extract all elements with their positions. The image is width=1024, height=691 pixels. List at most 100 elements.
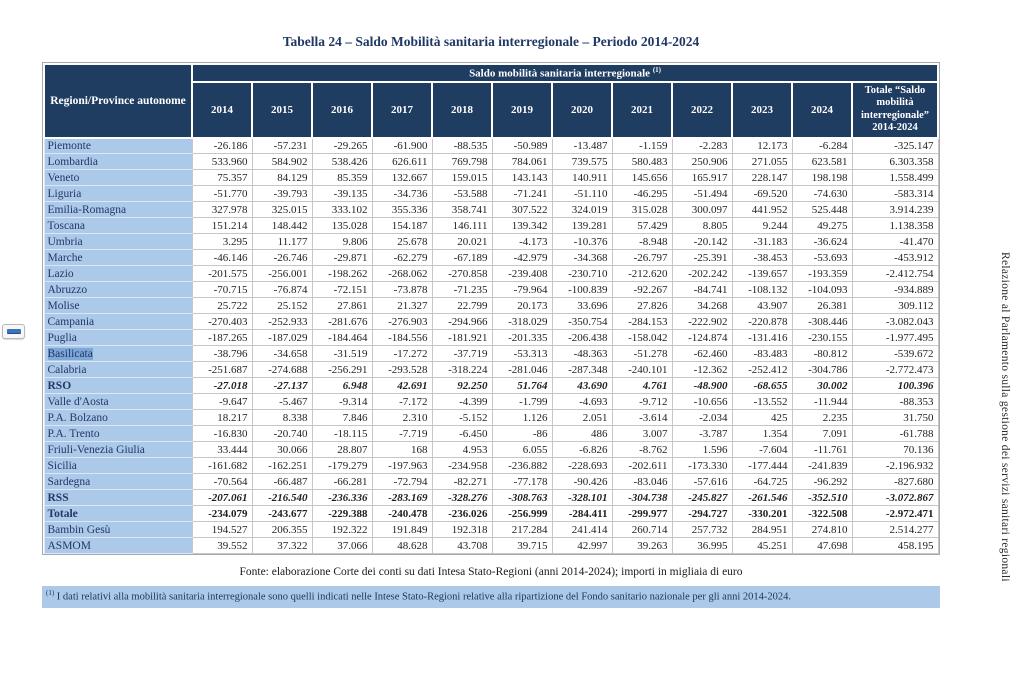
value-cell: -131.416 <box>731 329 793 347</box>
value-cell: 43.708 <box>431 537 493 555</box>
region-cell: Abruzzo <box>43 281 193 299</box>
value-cell: -124.874 <box>671 329 733 347</box>
region-cell: Molise <box>43 297 193 315</box>
value-cell: 47.698 <box>791 537 853 555</box>
region-cell: Puglia <box>43 329 193 347</box>
region-cell: Veneto <box>43 169 193 187</box>
region-cell: Lazio <box>43 265 193 283</box>
value-cell: 27.826 <box>611 297 673 315</box>
highlighter-tool-icon[interactable] <box>2 324 25 339</box>
value-cell: -234.079 <box>191 505 253 523</box>
value-cell: -294.727 <box>671 505 733 523</box>
value-cell: 27.861 <box>311 297 373 315</box>
value-cell: -31.519 <box>311 345 373 363</box>
value-cell: -39.135 <box>311 185 373 203</box>
value-cell: -2.196.932 <box>851 457 939 475</box>
value-cell: -270.858 <box>431 265 493 283</box>
value-cell: -72.794 <box>371 473 433 491</box>
value-cell: 57.429 <box>611 217 673 235</box>
value-cell: 486 <box>551 425 613 443</box>
value-cell: -12.362 <box>671 361 733 379</box>
value-cell: -8.948 <box>611 233 673 251</box>
value-cell: -26.186 <box>191 137 253 155</box>
value-cell: -7.172 <box>371 393 433 411</box>
table-row: Liguria -51.770 -39.793 -39.135 -34.736 -53.5… <box>43 185 939 203</box>
value-cell: -304.786 <box>791 361 853 379</box>
value-cell: -51.278 <box>611 345 673 363</box>
value-cell: -50.989 <box>491 137 553 155</box>
value-cell: 139.342 <box>491 217 553 235</box>
value-cell: 309.112 <box>851 297 939 315</box>
value-cell: 307.522 <box>491 201 553 219</box>
value-cell: -239.408 <box>491 265 553 283</box>
value-cell: -308.763 <box>491 489 553 507</box>
value-cell: -7.604 <box>731 441 793 459</box>
value-cell: 49.275 <box>791 217 853 235</box>
table-body: Piemonte -26.186 -57.231 -29.265 -61.900 -88.… <box>43 137 939 555</box>
value-cell: 1.596 <box>671 441 733 459</box>
value-cell: 18.217 <box>191 409 253 427</box>
value-cell: 33.696 <box>551 297 613 315</box>
value-cell: -240.101 <box>611 361 673 379</box>
table-row: RSS -207.061 -216.540 -236.336 -283.169 -328.… <box>43 489 939 507</box>
value-cell: 194.527 <box>191 521 253 539</box>
value-cell: -70.564 <box>191 473 253 491</box>
value-cell: 580.483 <box>611 153 673 171</box>
value-cell: -96.292 <box>791 473 853 491</box>
value-cell: 4.761 <box>611 377 673 395</box>
value-cell: 9.244 <box>731 217 793 235</box>
value-cell: 325.015 <box>251 201 313 219</box>
value-cell: -62.279 <box>371 249 433 267</box>
value-cell: -83.483 <box>731 345 793 363</box>
value-cell: -207.061 <box>191 489 253 507</box>
table-row: Umbria 3.295 11.177 9.806 25.678 20.021 -4.173… <box>43 233 939 251</box>
value-cell: 30.002 <box>791 377 853 395</box>
value-cell: 333.102 <box>311 201 373 219</box>
table-row: Basilicata -38.796 -34.658 -31.519 -17.272 -3… <box>43 345 939 363</box>
value-cell: -38.453 <box>731 249 793 267</box>
value-cell: 28.807 <box>311 441 373 459</box>
value-cell: -201.335 <box>491 329 553 347</box>
value-cell: -80.812 <box>791 345 853 363</box>
page-title: Tabella 24 – Saldo Mobilità sanitaria in… <box>282 34 700 49</box>
value-cell: -304.738 <box>611 489 673 507</box>
value-cell: 9.806 <box>311 233 373 251</box>
value-cell: -328.101 <box>551 489 613 507</box>
region-cell: Piemonte <box>43 137 193 155</box>
region-cell: Calabria <box>43 361 193 379</box>
value-cell: -252.412 <box>731 361 793 379</box>
value-cell: 1.126 <box>491 409 553 427</box>
value-cell: 6.303.358 <box>851 153 939 171</box>
value-cell: 140.911 <box>551 169 613 187</box>
value-cell: -216.540 <box>251 489 313 507</box>
value-cell: -37.719 <box>431 345 493 363</box>
value-cell: 533.960 <box>191 153 253 171</box>
value-cell: 92.250 <box>431 377 493 395</box>
value-cell: -158.042 <box>611 329 673 347</box>
value-cell: -53.313 <box>491 345 553 363</box>
value-cell: -284.411 <box>551 505 613 523</box>
value-cell: -77.178 <box>491 473 553 491</box>
value-cell: 1.558.499 <box>851 169 939 187</box>
value-cell: -202.611 <box>611 457 673 475</box>
value-cell: 165.917 <box>671 169 733 187</box>
value-cell: 135.028 <box>311 217 373 235</box>
value-cell: -38.796 <box>191 345 253 363</box>
region-cell: Sardegna <box>43 473 193 491</box>
value-cell: -73.878 <box>371 281 433 299</box>
total-column-header: Totale “Saldo mobilità interregionale” 2… <box>850 80 940 139</box>
value-cell: 43.690 <box>551 377 613 395</box>
value-cell: 39.263 <box>611 537 673 555</box>
value-cell: -193.359 <box>791 265 853 283</box>
value-cell: -3.787 <box>671 425 733 443</box>
value-cell: -26.746 <box>251 249 313 267</box>
value-cell: -39.793 <box>251 185 313 203</box>
value-cell: -139.657 <box>731 265 793 283</box>
value-cell: -53.588 <box>431 185 493 203</box>
value-cell: -17.272 <box>371 345 433 363</box>
value-cell: -241.839 <box>791 457 853 475</box>
value-cell: 85.359 <box>311 169 373 187</box>
value-cell: -27.018 <box>191 377 253 395</box>
value-cell: 151.214 <box>191 217 253 235</box>
value-cell: -308.446 <box>791 313 853 331</box>
